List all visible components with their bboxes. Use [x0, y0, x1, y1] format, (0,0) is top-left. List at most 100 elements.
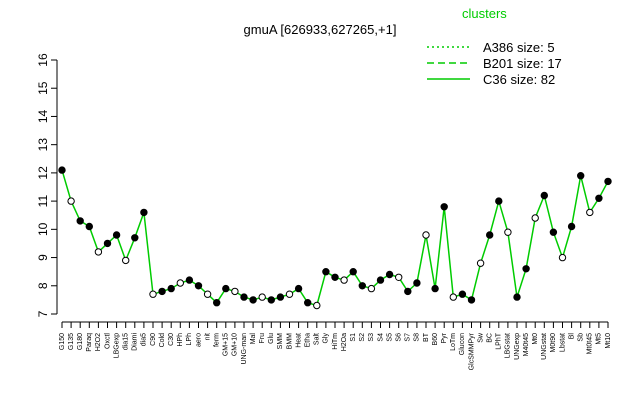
data-point-58 [577, 172, 585, 180]
x-tick-label-12: Cold [159, 333, 166, 348]
x-tick-label-4: Paraq [86, 333, 93, 352]
data-point-57 [567, 222, 576, 231]
x-tick-label-20: GM+10 [232, 333, 239, 356]
x-tick-label-38: S6 [396, 333, 403, 342]
x-tick-label-9: Diami [132, 333, 139, 351]
data-point-20 [231, 287, 239, 296]
data-point-14 [176, 279, 185, 287]
x-tick-label-42: B60 [432, 333, 439, 346]
data-point-16 [194, 282, 203, 290]
x-tick-label-51: UNGexp [514, 333, 521, 360]
x-tick-label-56: Lbstat [559, 333, 566, 352]
data-point-22 [249, 296, 257, 304]
y-tick-label-14: 14 [36, 109, 50, 123]
data-point-19 [222, 284, 230, 293]
x-tick-label-2: G135 [68, 333, 75, 350]
x-tick-label-60: Mt5 [596, 333, 603, 345]
x-tick-label-6: Oxctl [104, 333, 111, 349]
x-tick-label-15: LPh [186, 333, 193, 346]
data-point-6 [103, 239, 112, 248]
data-point-5 [94, 248, 103, 256]
x-tick-label-18: ferm [214, 333, 221, 347]
data-point-31 [331, 273, 339, 281]
x-tick-label-58: Sb [578, 333, 585, 342]
data-point-43 [440, 203, 448, 211]
data-point-11 [149, 290, 157, 298]
data-point-54 [540, 191, 548, 200]
x-tick-label-50: LBGstat [505, 333, 512, 358]
y-tick-label-13: 13 [36, 138, 50, 152]
data-point-32 [340, 276, 348, 284]
x-tick-label-45: Glucon [459, 333, 466, 355]
data-point-59 [586, 208, 594, 217]
x-tick-label-37: S5 [386, 333, 393, 342]
data-point-18 [213, 299, 221, 307]
x-tick-label-23: Fru [259, 333, 266, 344]
y-tick-label-11: 11 [36, 195, 50, 208]
data-point-37 [385, 270, 394, 279]
data-point-46 [467, 296, 476, 304]
data-point-25 [276, 293, 285, 301]
x-tick-label-41: BT [423, 332, 430, 342]
data-point-2 [67, 197, 75, 205]
x-tick-label-40: S8 [414, 333, 421, 342]
x-tick-label-27: Heat [295, 333, 302, 348]
x-tick-label-30: Gly [323, 333, 330, 344]
x-tick-label-35: S3 [368, 333, 375, 342]
data-point-42 [431, 284, 439, 293]
x-tick-label-3: G180 [77, 333, 84, 350]
data-point-51 [513, 293, 521, 301]
x-tick-label-43: Pyr [441, 332, 448, 343]
data-point-21 [240, 293, 248, 301]
legend-label-3: C36 size: 82 [483, 72, 555, 87]
x-tick-label-36: S4 [377, 333, 384, 342]
data-point-60 [595, 194, 603, 203]
legend-label-1: A386 size: 5 [483, 40, 555, 55]
data-point-48 [486, 231, 494, 239]
x-tick-label-32: H2Oa [341, 333, 348, 351]
x-tick-label-59: Mt0t45 [587, 333, 594, 355]
x-tick-label-22: Mal [250, 333, 257, 345]
x-tick-label-29: Salt [314, 333, 321, 345]
x-tick-label-55: M0t90 [550, 333, 557, 353]
data-point-41 [422, 231, 430, 239]
data-point-4 [85, 222, 94, 231]
x-tick-label-47: Sw [477, 332, 484, 343]
chart-title: gmuA [626933,627265,+1] [244, 22, 397, 37]
y-tick-label-15: 15 [36, 81, 50, 95]
x-tick-label-25: SMM [277, 333, 284, 350]
x-tick-label-13: C30 [168, 333, 175, 346]
plot-area [58, 166, 612, 310]
data-point-9 [131, 234, 139, 242]
x-tick-label-7: LBGexp [113, 333, 120, 358]
data-point-15 [185, 276, 194, 284]
x-tick-label-14: HPh [177, 333, 184, 347]
legend-label-2: B201 size: 17 [483, 56, 562, 71]
y-tick-label-8: 8 [36, 282, 50, 289]
x-tick-label-44: LoTm [450, 333, 457, 351]
data-point-50 [504, 228, 512, 236]
data-point-29 [313, 301, 321, 310]
x-tick-label-11: C90 [150, 333, 157, 346]
data-point-47 [476, 259, 485, 267]
x-tick-label-10: dia5 [141, 333, 148, 346]
x-tick-label-24: Glu [268, 333, 275, 344]
x-tick-label-39: S7 [405, 333, 412, 342]
series-line-c36 [61, 169, 609, 307]
data-point-36 [376, 276, 385, 284]
data-point-40 [413, 279, 421, 287]
y-tick-label-10: 10 [36, 222, 50, 236]
x-tick-label-33: S1 [350, 333, 357, 342]
data-point-56 [558, 253, 567, 262]
data-point-13 [167, 284, 175, 293]
data-point-55 [549, 228, 558, 236]
x-tick-label-52: M40t45 [523, 333, 530, 356]
x-tick-label-31: HiTm [332, 333, 339, 350]
x-tick-label-19: GM+15 [223, 333, 230, 356]
y-tick-label-9: 9 [36, 254, 50, 261]
legend-title: clusters [462, 6, 507, 21]
y-tick-label-16: 16 [36, 53, 50, 67]
